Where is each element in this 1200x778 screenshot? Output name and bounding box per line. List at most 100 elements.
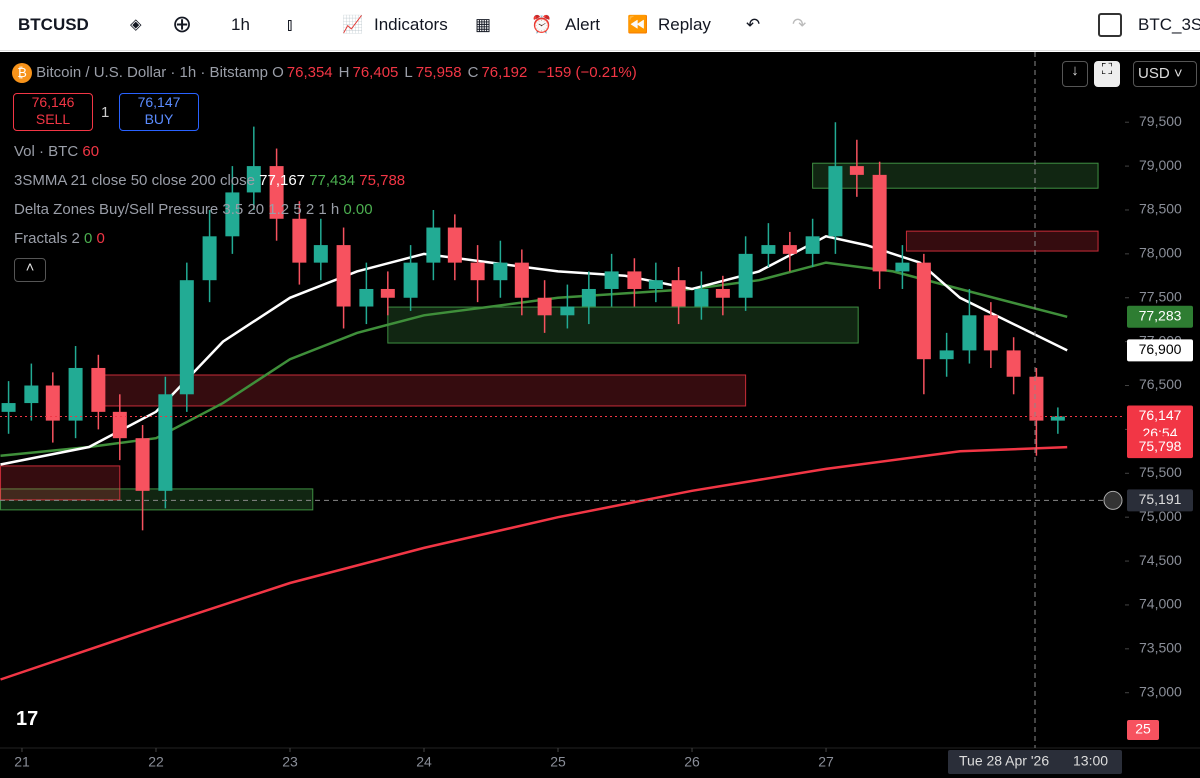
candle-body (805, 236, 820, 254)
alert-icon[interactable]: ⏰ (531, 15, 553, 34)
undo[interactable]: ↶ (746, 15, 761, 34)
candle-body (1, 403, 16, 412)
chart-type-icon[interactable]: ⫾ (287, 15, 293, 34)
y-tick-label: 75,000 (1139, 508, 1182, 524)
candle-body (738, 253, 753, 298)
ohlc-label: H (338, 64, 350, 81)
crosshair-label: 75,191 (1139, 491, 1182, 507)
candle-body (782, 245, 797, 254)
x-tick-label: 25 (550, 754, 566, 770)
y-tick-label: 79,000 (1139, 157, 1182, 173)
collapse-button[interactable]: ˄ (14, 258, 46, 282)
price-badge-label: 76,147 (1139, 407, 1182, 423)
ma-value: 75,788 (359, 172, 406, 189)
delta-legend: Delta Zones Buy/Sell Pressure 3.5 20 1.2… (14, 201, 373, 218)
price-badge-label: 76,900 (1139, 341, 1182, 357)
ma-label: 3SMMA 21 close 50 close 200 close (14, 172, 255, 189)
candle-body (1006, 350, 1021, 377)
ohlc-label: O (272, 64, 284, 81)
candle-body (246, 166, 261, 193)
candle-body (939, 350, 954, 360)
vol-legend: Vol · BTC 60 (14, 143, 99, 160)
candle-body (560, 306, 575, 316)
y-tick-label: 73,500 (1139, 640, 1182, 656)
symbol[interactable]: BTCUSD (18, 15, 89, 34)
currency[interactable]: USD ˅ (1133, 61, 1197, 87)
candle-body (202, 236, 217, 281)
spread: 1 (101, 104, 110, 121)
fractals-value: 0 (84, 230, 93, 247)
ohlc-value: 76,354 (286, 64, 333, 81)
sell-label: SELL (35, 111, 71, 127)
candle-body (671, 280, 686, 307)
interval[interactable]: 1h (231, 15, 250, 34)
zone (99, 374, 747, 407)
candle-body (627, 271, 642, 289)
templates-icon[interactable]: ▦ (475, 15, 492, 34)
legend-row: ₿ Bitcoin / U.S. Dollar · 1h · Bitstamp … (12, 63, 637, 83)
candle-body (828, 166, 843, 237)
price-badge (1127, 405, 1193, 446)
crosshair-badge (1127, 489, 1193, 512)
vol-label: Vol · BTC (14, 143, 79, 160)
zone (0, 465, 121, 501)
coin-icon: ₿ (12, 63, 32, 83)
zone (905, 230, 1099, 252)
ohlc-value: 75,958 (415, 64, 462, 81)
redo[interactable]: ↷ (792, 15, 807, 34)
x-tick-label: 22 (148, 754, 164, 770)
candle-body (537, 297, 552, 316)
indicators-icon[interactable]: 📈 (342, 15, 364, 34)
x-tick-label: 26 (684, 754, 700, 770)
fit-button[interactable]: ⛶ (1094, 61, 1120, 87)
candle-body (604, 271, 619, 289)
legend-title: Bitcoin / U.S. Dollar · 1h · Bitstamp (36, 64, 268, 81)
y-tick-label: 79,500 (1139, 113, 1182, 129)
indicators[interactable]: Indicators (374, 15, 448, 34)
replay-icon[interactable]: ⏪ (627, 15, 649, 34)
candle-body (179, 280, 194, 395)
candle-body (1029, 376, 1044, 421)
scroll-button[interactable]: ↓ (1062, 61, 1088, 87)
add-icon[interactable]: ⊕ (172, 11, 193, 38)
candle-body (359, 288, 374, 307)
candle-body (91, 367, 106, 412)
buy-price: 76,147 (137, 94, 181, 110)
replay[interactable]: Replay (658, 15, 711, 34)
fractals-label: Fractals 2 (14, 230, 80, 247)
candle-body (581, 288, 596, 307)
y-tick-label: 74,000 (1139, 596, 1182, 612)
y-tick-label: 76,500 (1139, 376, 1182, 392)
candle-body (514, 262, 529, 298)
icon[interactable]: ◈ (130, 16, 142, 33)
change: −159 (−0.21%) (537, 64, 637, 81)
toolbar: BTCUSD ◈ ⊕ 1h ⫾ 📈 Indicators ▦ ⏰ Alert ⏪… (0, 0, 1200, 51)
candle-body (68, 367, 83, 421)
ohlc-value: 76,405 (352, 64, 399, 81)
candle-body (872, 174, 887, 272)
currency-label: USD (1138, 65, 1170, 82)
delta-value: 0.00 (343, 201, 373, 218)
moving-average (0, 445, 1068, 681)
vol-value: 60 (82, 143, 100, 160)
chart: 73,00073,50074,00074,50075,00075,50076,0… (0, 52, 1200, 778)
time-badge (948, 750, 1122, 774)
layout[interactable]: BTC_3S (1138, 15, 1200, 34)
alert[interactable]: Alert (565, 15, 600, 34)
ohlc-value: 76,192 (481, 64, 528, 81)
y-tick-label: 78,000 (1139, 245, 1182, 261)
buy-button[interactable]: 76,147 BUY (119, 93, 199, 131)
candle-body (225, 192, 240, 237)
sell-button[interactable]: 76,146 SELL (13, 93, 93, 131)
candle-body (135, 438, 150, 491)
candle-body (45, 385, 60, 421)
y-tick-label: 73,000 (1139, 683, 1182, 699)
candle-body (292, 218, 307, 263)
candle-body (715, 288, 730, 298)
fractals-legend: Fractals 2 0 0 (14, 230, 105, 247)
x-tick-label: 27 (818, 754, 834, 770)
layout-icon[interactable] (1098, 13, 1122, 37)
ma-value: 77,167 (259, 172, 306, 189)
candle-body (694, 288, 709, 307)
